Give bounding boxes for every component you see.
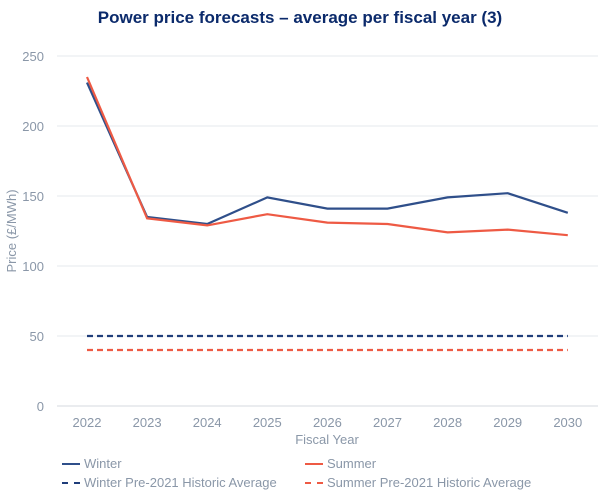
x-tick-label: 2024 [193, 415, 222, 430]
legend-swatch [62, 462, 80, 465]
y-tick-label: 150 [22, 189, 44, 204]
chart-title: Power price forecasts – average per fisc… [97, 8, 503, 27]
x-tick-label: 2028 [433, 415, 462, 430]
y-tick-label: 200 [22, 119, 44, 134]
legend-label: Summer [327, 456, 377, 471]
y-tick-label: 0 [37, 399, 44, 414]
y-tick-label: 100 [22, 259, 44, 274]
y-axis-label: Price (£/MWh) [4, 189, 19, 272]
legend-swatch [305, 462, 323, 465]
legend-item: Summer [305, 456, 376, 471]
series-line [85, 76, 568, 237]
legend-swatch [62, 481, 80, 484]
legend-item: Summer Pre-2021 Historic Average [305, 475, 531, 490]
legend-swatch [305, 481, 323, 484]
legend-label: Winter Pre-2021 Historic Average [84, 475, 277, 490]
x-tick-label: 2025 [253, 415, 282, 430]
series-line [85, 82, 569, 226]
x-tick-label: 2023 [133, 415, 162, 430]
y-tick-label: 50 [30, 329, 44, 344]
x-tick-label: 2022 [73, 415, 102, 430]
x-tick-label: 2029 [493, 415, 522, 430]
legend-label: Winter [84, 456, 122, 471]
y-tick-label: 250 [22, 49, 44, 64]
x-tick-label: 2027 [373, 415, 402, 430]
x-tick-label: 2030 [553, 415, 582, 430]
x-tick-label: 2026 [313, 415, 342, 430]
legend-item: Winter [62, 456, 122, 471]
x-axis-label: Fiscal Year [295, 432, 359, 447]
legend-item: Winter Pre-2021 Historic Average [62, 475, 277, 490]
legend-label: Summer Pre-2021 Historic Average [327, 475, 532, 490]
